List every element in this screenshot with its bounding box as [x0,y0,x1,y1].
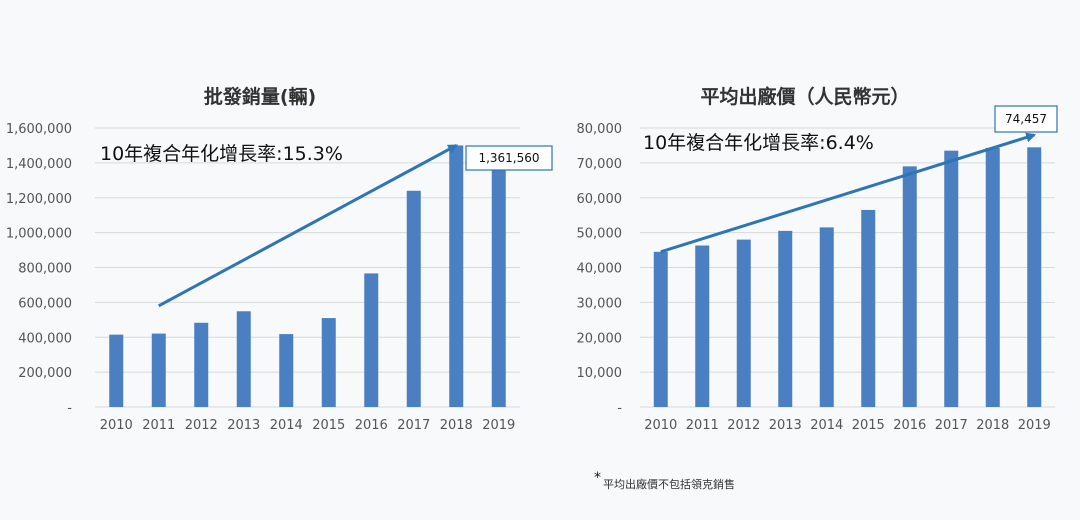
y-tick-label: 40,000 [577,262,623,277]
trend-arrow [158,144,459,308]
x-tick-label: 2015 [852,418,885,433]
x-tick-label: 2013 [227,418,260,433]
average-factory-price-chart: 平均出廠價（人民幣元） - 10,000 20,000 30,000 40,000 50,… [577,85,1058,433]
x-axis-ticks: 2010 2011 2012 2013 2014 2015 2016 2017 2018 2019 [644,418,1051,433]
y-tick-label: - [617,401,622,416]
x-tick-label: 2011 [142,418,175,433]
x-tick-label: 2012 [185,418,218,433]
callout-box [465,145,553,171]
x-tick-label: 2013 [769,418,802,433]
footnote: * 平均出廠價不包括領克銷售 [594,470,735,491]
x-tick-label: 2017 [935,418,968,433]
bar [364,273,379,407]
y-tick-label: 20,000 [577,331,623,346]
x-tick-label: 2012 [727,418,760,433]
x-tick-label: 2017 [397,418,430,433]
y-tick-label: 10,000 [577,366,623,381]
y-axis-ticks: - 10,000 20,000 30,000 40,000 50,000 60,000 70,… [577,122,623,416]
trend-arrow [660,132,1037,254]
bar [491,169,506,407]
bar [236,311,251,407]
bar-series [653,147,1042,407]
bar [1027,147,1042,407]
x-tick-label: 2014 [270,418,303,433]
y-tick-label: 30,000 [577,296,623,311]
y-tick-label: 400,000 [18,331,72,346]
y-tick-label: 1,400,000 [6,157,72,172]
footnote-text: 平均出廠價不包括領克銷售 [603,477,735,491]
y-tick-label: 50,000 [577,227,623,242]
x-tick-label: 2011 [686,418,719,433]
bar [109,334,124,407]
x-axis-ticks: 2010 2011 2012 2013 2014 2015 2016 2017 2018 2019 [100,418,516,433]
x-tick-label: 2019 [1018,418,1051,433]
bar-series [109,145,506,407]
bar [151,333,166,407]
y-axis-ticks: - 200,000 400,000 600,000 800,000 1,000,000 1,… [6,122,72,416]
y-tick-label: 800,000 [18,262,72,277]
bar [695,245,710,407]
x-tick-label: 2019 [482,418,515,433]
x-tick-label: 2018 [440,418,473,433]
y-tick-label: 1,000,000 [6,227,72,242]
bar [985,147,1000,407]
wholesale-volume-chart: 批發銷量(輛) - 200,000 400,000 600,000 800,000 1,0… [6,85,553,433]
y-tick-label: 80,000 [577,122,623,137]
bar [902,166,917,407]
bar [321,318,336,407]
footnote-marker: * [594,470,601,486]
y-tick-label: 1,600,000 [6,122,72,137]
x-tick-label: 2010 [100,418,133,433]
bar [819,227,834,407]
x-tick-label: 2015 [312,418,345,433]
callout-value: 1,361,560 [478,151,539,165]
x-tick-label: 2010 [644,418,677,433]
bar [861,209,876,407]
bar [194,322,209,407]
bar [406,190,421,407]
cagr-annotation: 10年複合年化增長率:6.4% [643,132,874,154]
x-tick-label: 2016 [893,418,926,433]
y-tick-label: - [67,401,72,416]
bar [944,150,959,407]
bar [653,251,668,407]
callout-box [994,105,1058,133]
chart-title: 平均出廠價（人民幣元） [700,85,909,108]
bar [449,145,464,407]
y-tick-label: 1,200,000 [6,192,72,207]
cagr-annotation: 10年複合年化增長率:15.3% [100,143,343,165]
chart-title: 批發銷量(輛) [204,85,316,108]
y-tick-label: 600,000 [18,296,72,311]
callout-value: 74,457 [1005,112,1047,126]
bar [736,239,751,407]
bar [778,230,793,407]
y-tick-label: 200,000 [18,366,72,381]
x-tick-label: 2018 [976,418,1009,433]
y-tick-label: 70,000 [577,157,623,172]
bar [279,334,294,407]
x-tick-label: 2016 [355,418,388,433]
y-tick-label: 60,000 [577,192,623,207]
x-tick-label: 2014 [810,418,843,433]
